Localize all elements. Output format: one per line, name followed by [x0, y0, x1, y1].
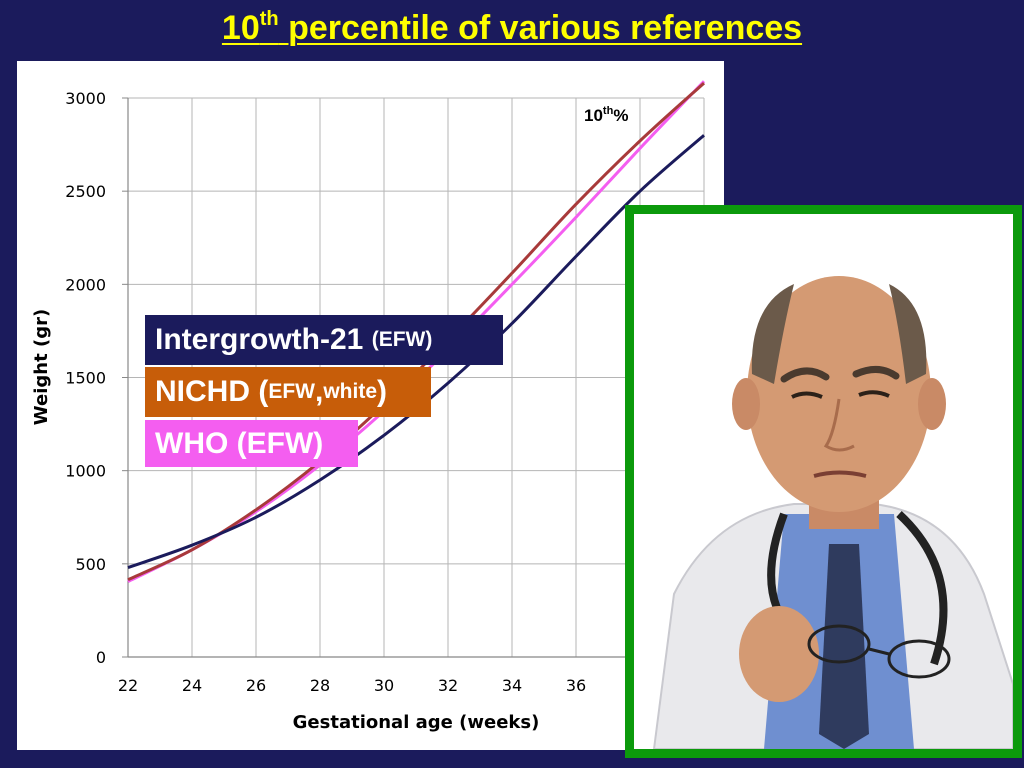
x-tick-label: 26	[246, 676, 266, 695]
x-tick-label: 28	[310, 676, 330, 695]
x-axis-label: Gestational age (weeks)	[293, 712, 540, 733]
x-tick-label: 22	[118, 676, 138, 695]
y-tick-label: 1500	[65, 369, 106, 388]
y-tick-label: 0	[96, 648, 106, 667]
doctor-photo	[625, 205, 1022, 758]
x-tick-label: 36	[566, 676, 586, 695]
title-text: 10th percentile of various references	[221, 8, 803, 47]
y-tick-label: 3000	[65, 89, 106, 108]
y-tick-label: 2500	[65, 182, 106, 201]
doctor-illustration	[634, 214, 1013, 749]
y-tick-label: 2000	[65, 275, 106, 294]
chart-panel: 0 500 1000 1500 2000 2500 3000 22 24 26 28 30 32 34 36…	[17, 61, 724, 750]
x-tick-label: 32	[438, 676, 458, 695]
legend-who: WHO (EFW)	[145, 420, 358, 467]
x-tick-label: 24	[182, 676, 202, 695]
y-tick-label: 1000	[65, 462, 106, 481]
y-axis-label: Weight (gr)	[31, 309, 52, 425]
slide-title: 10th percentile of various references	[0, 8, 1024, 48]
growth-chart: 0 500 1000 1500 2000 2500 3000 22 24 26 28 30 32 34 36…	[31, 80, 706, 733]
x-tick-label: 34	[502, 676, 522, 695]
legend-intergrowth: Intergrowth-21 (EFW)	[145, 315, 503, 365]
y-tick-label: 500	[75, 555, 106, 574]
percentile-label: 10th%	[584, 105, 628, 125]
x-tick-label: 30	[374, 676, 394, 695]
legend-nichd: NICHD (EFW, white)	[145, 367, 431, 417]
